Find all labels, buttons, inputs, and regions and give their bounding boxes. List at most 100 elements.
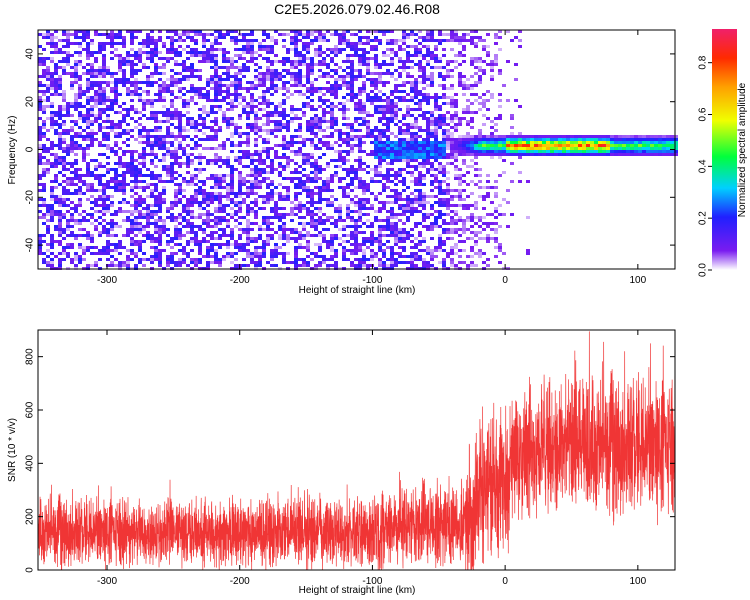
spectrogram-cell <box>306 78 310 81</box>
spectrogram-cell <box>338 66 342 69</box>
spectrogram-cell <box>154 252 158 255</box>
spectrogram-cell <box>258 186 262 189</box>
spectrogram-cell <box>390 174 394 177</box>
spectrogram-cell <box>130 237 134 240</box>
spectrogram-cell <box>426 30 430 33</box>
spectrogram-cell <box>46 249 50 252</box>
spectrogram-cell <box>434 120 438 123</box>
spectrogram-cell <box>270 189 274 192</box>
spectrogram-cell <box>330 258 334 261</box>
spectrogram-cell <box>86 126 90 129</box>
spectrogram-cell <box>418 105 422 108</box>
spectrogram-cell <box>478 102 482 105</box>
spectrogram-cell <box>250 240 254 243</box>
spectrogram-cell <box>378 174 382 177</box>
spectrogram-cell <box>66 180 70 183</box>
spectrogram-cell <box>198 213 202 216</box>
spectrogram-cell <box>142 81 146 84</box>
spectrogram-cell <box>210 174 214 177</box>
spectrogram-cell <box>174 177 178 180</box>
spectrogram-cell <box>330 117 334 120</box>
spectrogram-cell <box>450 87 454 90</box>
spectrogram-cell <box>470 261 474 264</box>
spectrogram-cell <box>154 165 158 168</box>
spectrogram-cell <box>450 114 454 117</box>
spectrogram-cell <box>398 240 402 243</box>
spectrogram-cell <box>430 168 434 171</box>
spectrogram-cell <box>330 132 334 135</box>
spectrogram-cell <box>334 129 338 132</box>
spectrogram-cell <box>350 48 354 51</box>
spectrogram-cell <box>118 66 122 69</box>
spectrogram-cell <box>234 195 238 198</box>
spectrogram-cell <box>126 216 130 219</box>
spectrogram-cell <box>414 243 418 246</box>
spectrogram-cell <box>74 159 78 162</box>
spectrogram-cell <box>486 186 490 189</box>
spectrogram-cell <box>218 129 222 132</box>
spectrogram-cell <box>446 96 450 99</box>
spectrogram-cell <box>406 162 410 165</box>
spectrogram-cell <box>222 144 226 147</box>
spectrogram-cell <box>58 132 62 135</box>
spectrogram-cell <box>78 78 82 81</box>
spectrogram-cell <box>434 123 438 126</box>
spectrogram-cell <box>142 102 146 105</box>
spectrogram-cell <box>386 30 390 33</box>
spectrogram-cell <box>414 120 418 123</box>
spectrogram-cell <box>66 108 70 111</box>
spectrogram-cell <box>174 72 178 75</box>
spectrogram-cell <box>38 81 42 84</box>
spectrogram-cell <box>186 45 190 48</box>
spectrogram-cell <box>466 165 470 168</box>
spectrogram-cell <box>478 36 482 39</box>
spectrogram-cell <box>78 54 82 57</box>
spectrogram-cell <box>358 147 362 150</box>
spectrogram-cell <box>90 105 94 108</box>
spectrogram-cell <box>330 147 334 150</box>
spectrogram-cell <box>298 75 302 78</box>
spectrogram-cell <box>174 219 178 222</box>
spectrogram-cell <box>306 81 310 84</box>
spectrogram-cell <box>118 264 122 267</box>
spectrogram-cell <box>446 183 450 186</box>
spectrogram-cell <box>70 147 74 150</box>
spectrogram-cell <box>442 84 446 87</box>
spectrogram-cell <box>426 120 430 123</box>
spectrogram-cell <box>130 228 134 231</box>
spectrogram-cell <box>86 246 90 249</box>
spectrogram-cell <box>402 255 406 258</box>
spectrogram-cell <box>46 99 50 102</box>
spectrogram-cell <box>214 219 218 222</box>
spectrogram-cell <box>134 69 138 72</box>
spectrogram-cell <box>178 156 182 159</box>
spectrogram-cell <box>202 39 206 42</box>
spectrogram-cell <box>134 108 138 111</box>
spectrogram-cell <box>70 234 74 237</box>
spectrogram-cell <box>102 201 106 204</box>
spectrogram-cell <box>66 177 70 180</box>
spectrogram-cell <box>354 177 358 180</box>
spectrogram-cell <box>114 33 118 36</box>
spectrogram-cell <box>146 213 150 216</box>
spectrogram-cell <box>74 171 78 174</box>
spectrogram-cell <box>326 111 330 114</box>
spectrogram-cell <box>294 33 298 36</box>
spectrogram-cell <box>58 117 62 120</box>
spectrogram-cell <box>42 213 46 216</box>
spectrogram-cell <box>306 102 310 105</box>
spectrogram-cell <box>50 198 54 201</box>
spectrogram-cell <box>378 90 382 93</box>
spectrogram-cell <box>358 198 362 201</box>
spectrogram-cell <box>174 138 178 141</box>
spectrogram-cell <box>270 132 274 135</box>
spectrogram-cell <box>282 60 286 63</box>
spectrogram-cell <box>50 192 54 195</box>
spectrogram-cell <box>134 126 138 129</box>
spectrogram-cell <box>386 180 390 183</box>
spectrogram-cell <box>206 99 210 102</box>
spectrogram-cell <box>102 57 106 60</box>
spectrogram-cell <box>418 177 422 180</box>
spectrogram-cell <box>258 234 262 237</box>
